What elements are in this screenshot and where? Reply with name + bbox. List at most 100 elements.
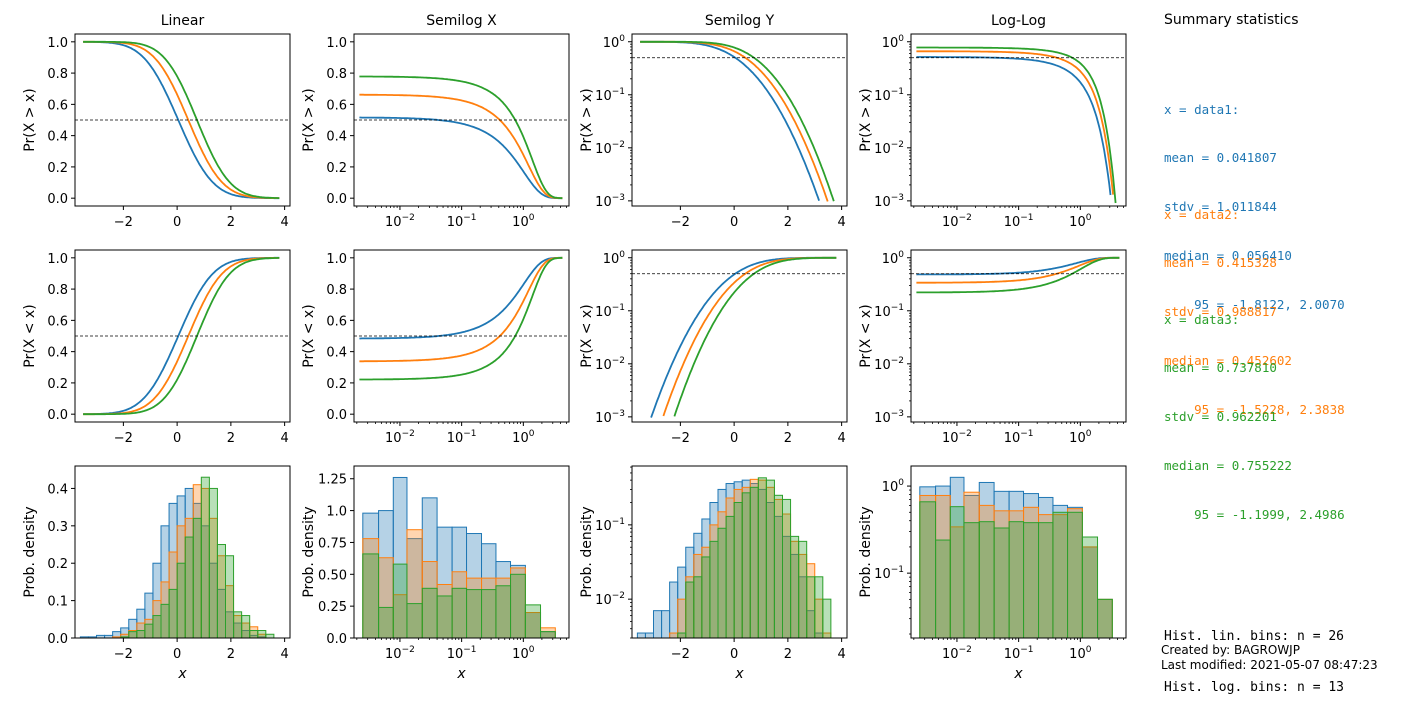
series-line-data2 [916, 50, 1114, 195]
x-tick-label: 0 [173, 647, 181, 662]
y-tick-label: 0.4 [326, 130, 347, 145]
histogram-bar-data3 [495, 585, 512, 638]
histogram-bar-data3 [216, 544, 226, 638]
x-tick-label: 10−2 [385, 429, 415, 446]
histogram-bar-data3 [701, 556, 711, 638]
histogram-bar-data3 [481, 589, 497, 638]
histogram-bar-data3 [128, 631, 138, 638]
histogram-bar-data3 [160, 603, 170, 638]
column-title: Linear [161, 13, 205, 29]
y-tick-label: 0.8 [326, 283, 347, 298]
credits: Created by: BAGROWJP Last modified: 2021… [1161, 643, 1378, 673]
last-modified: Last modified: 2021-05-07 08:47:23 [1161, 658, 1378, 672]
stats-stdv: stdv = 0.988817 [1164, 304, 1277, 320]
stats-data2: x = data2: mean = 0.415328 stdv = 0.9888… [1164, 174, 1345, 435]
y-tick-label: 10−2 [874, 356, 904, 373]
stats-name: x = data3: [1164, 311, 1240, 327]
y-tick-label: 0.6 [47, 314, 68, 329]
x-tick-label: 100 [1069, 645, 1092, 662]
y-tick-label: 0.0 [326, 632, 347, 647]
histogram-bar-data3 [822, 598, 832, 638]
series-line-data2 [359, 93, 563, 200]
histogram-bar-data3 [233, 611, 243, 638]
y-tick-label: 1.25 [318, 473, 347, 488]
x-tick-label: 4 [837, 215, 845, 230]
x-tick-label: 0 [173, 215, 181, 230]
axes-frame [631, 33, 848, 207]
y-tick-label: 1.0 [47, 36, 68, 51]
y-tick-label: 10−1 [595, 303, 625, 320]
x-tick-label: 100 [512, 213, 535, 230]
x-tick-label: 4 [837, 647, 845, 662]
x-tick-label: 4 [837, 431, 845, 446]
stats-median: median = 0.452602 [1164, 353, 1292, 369]
y-tick-label: 1.0 [326, 252, 347, 267]
subplot-ccdf-linear [71, 33, 291, 210]
stats-stdv: stdv = 0.962201 [1164, 409, 1277, 425]
stats-data3: x = data3: mean = 0.737810 stdv = 0.9622… [1164, 279, 1345, 540]
histogram-bar-data3 [677, 632, 687, 638]
x-tick-label: 10−2 [942, 213, 972, 230]
subplot-ccdf-semilogy [628, 33, 848, 210]
y-tick-label: 10−1 [874, 303, 904, 320]
column-title: Semilog X [426, 13, 497, 29]
axes-frame [910, 249, 1127, 423]
y-tick-label: 1.0 [326, 505, 347, 520]
histogram-bar-data3 [765, 479, 775, 638]
histogram-bar-data3 [709, 540, 719, 638]
histogram-bar-data3 [392, 563, 408, 638]
y-tick-label: 10−2 [874, 140, 904, 157]
x-tick-label: 4 [280, 215, 288, 230]
histogram-bar-data3 [208, 487, 218, 638]
histogram-bar-data3 [717, 527, 727, 638]
y-tick-label: 10−2 [595, 140, 625, 157]
histogram-bar-data3 [451, 587, 468, 638]
histogram-bar-data3 [200, 476, 210, 638]
y-tick-label: 0.2 [47, 161, 68, 176]
summary-title: Summary statistics [1164, 12, 1299, 28]
y-tick-label: 100 [882, 250, 905, 267]
histogram-bar-data3 [993, 527, 1010, 638]
series-line-data3 [359, 256, 563, 381]
x-tick-label: 4 [280, 431, 288, 446]
axes-frame [74, 465, 291, 639]
y-axis-label: Pr(X > x) [301, 88, 317, 151]
y-tick-label: 10−2 [595, 591, 625, 608]
histogram-bar-data3 [265, 633, 275, 638]
x-tick-label: 2 [227, 215, 235, 230]
histogram-bar-data1 [661, 610, 671, 638]
y-axis-label: Prob. density [858, 506, 874, 597]
y-tick-label: 100 [603, 34, 626, 51]
x-tick-label: 2 [784, 647, 792, 662]
histogram-bar-data3 [1081, 536, 1099, 638]
histogram-bins-info: Hist. lin. bins: n = 26 Hist. log. bins:… [1164, 594, 1344, 713]
histogram-bar-data1 [636, 632, 646, 638]
x-tick-label: 2 [784, 431, 792, 446]
y-tick-label: 10−1 [874, 565, 904, 582]
subplot-hist-semilogx [350, 465, 570, 642]
series-line-data3 [83, 40, 280, 200]
histogram-bar-data3 [192, 517, 202, 638]
histogram-bar-data3 [749, 486, 759, 638]
histogram-bar-data3 [1067, 511, 1083, 638]
histogram-bar-data3 [1097, 598, 1113, 638]
x-tick-label: 100 [1069, 213, 1092, 230]
y-tick-label: 0.4 [47, 482, 68, 497]
stats-stdv: stdv = 1.011844 [1164, 199, 1277, 215]
histogram-bar-data3 [773, 494, 783, 638]
y-tick-label: 0.3 [47, 520, 68, 535]
histogram-bar-data3 [136, 630, 146, 638]
y-tick-label: 0.2 [47, 377, 68, 392]
x-tick-label: −2 [671, 431, 690, 446]
y-axis-label: Pr(X > x) [22, 88, 38, 151]
histogram-bar-data3 [1023, 522, 1040, 638]
histogram-bar-data3 [421, 587, 438, 638]
histogram-bar-data3 [406, 603, 423, 638]
y-axis-label: Pr(X < x) [579, 304, 595, 367]
subplot-cdf-loglog [907, 249, 1127, 426]
histogram-bar-data3 [919, 501, 937, 638]
histogram-bar-data3 [806, 576, 816, 638]
x-tick-label: 10−1 [447, 213, 477, 230]
stats-mean: mean = 0.041807 [1164, 150, 1277, 166]
